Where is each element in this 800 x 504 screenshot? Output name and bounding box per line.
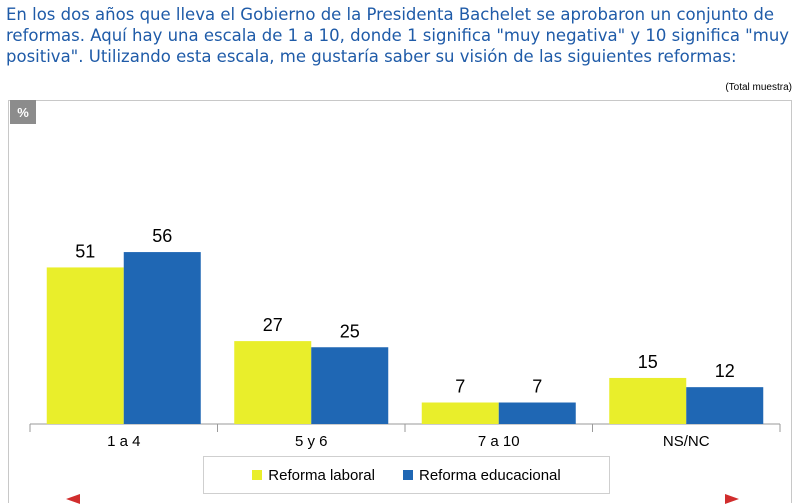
legend-label-laboral: Reforma laboral: [268, 466, 375, 484]
bar-laboral-2: [234, 341, 312, 424]
bar-laboral-3: [421, 402, 499, 424]
legend-item-laboral: Reforma laboral: [252, 467, 375, 484]
legend-swatch-educacional: [402, 470, 413, 480]
right-arrow-icon: [725, 494, 739, 504]
bar-educacional-2: [311, 347, 389, 424]
legend-item-educacional: Reforma educacional: [402, 466, 561, 484]
legend-swatch-laboral: [252, 470, 263, 480]
bar-laboral-1: [46, 267, 124, 424]
bar-educacional-3: [498, 402, 576, 424]
bar-educacional-4: [686, 387, 764, 424]
bar-value-label-laboral-1: 51: [75, 241, 95, 261]
bar-value-label-educacional-1: 56: [152, 226, 172, 246]
legend: Reforma laboral Reforma educacional: [203, 456, 610, 494]
bar-value-label-laboral-2: 27: [263, 315, 283, 335]
legend-label-educacional: Reforma educacional: [418, 466, 561, 484]
category-label-1: 1 a 4: [107, 433, 140, 450]
bar-value-label-laboral-3: 7: [455, 377, 465, 397]
sample-note: (Total muestra): [725, 82, 792, 93]
bar-educacional-1: [123, 252, 201, 424]
category-label-3: 7 a 10: [478, 433, 520, 450]
bar-value-label-educacional-3: 7: [532, 377, 542, 397]
left-arrow-icon: [66, 494, 80, 504]
category-label-2: 5 y 6: [295, 433, 328, 450]
category-label-4: NS/NC: [663, 433, 710, 450]
unit-badge: %: [10, 100, 36, 124]
bar-value-label-laboral-4: 15: [638, 352, 658, 372]
bar-value-label-educacional-2: 25: [340, 321, 360, 341]
question-text: En los dos años que lleva el Gobierno de…: [6, 5, 790, 66]
bar-value-label-educacional-4: 12: [715, 361, 735, 381]
bar-laboral-4: [609, 377, 687, 424]
